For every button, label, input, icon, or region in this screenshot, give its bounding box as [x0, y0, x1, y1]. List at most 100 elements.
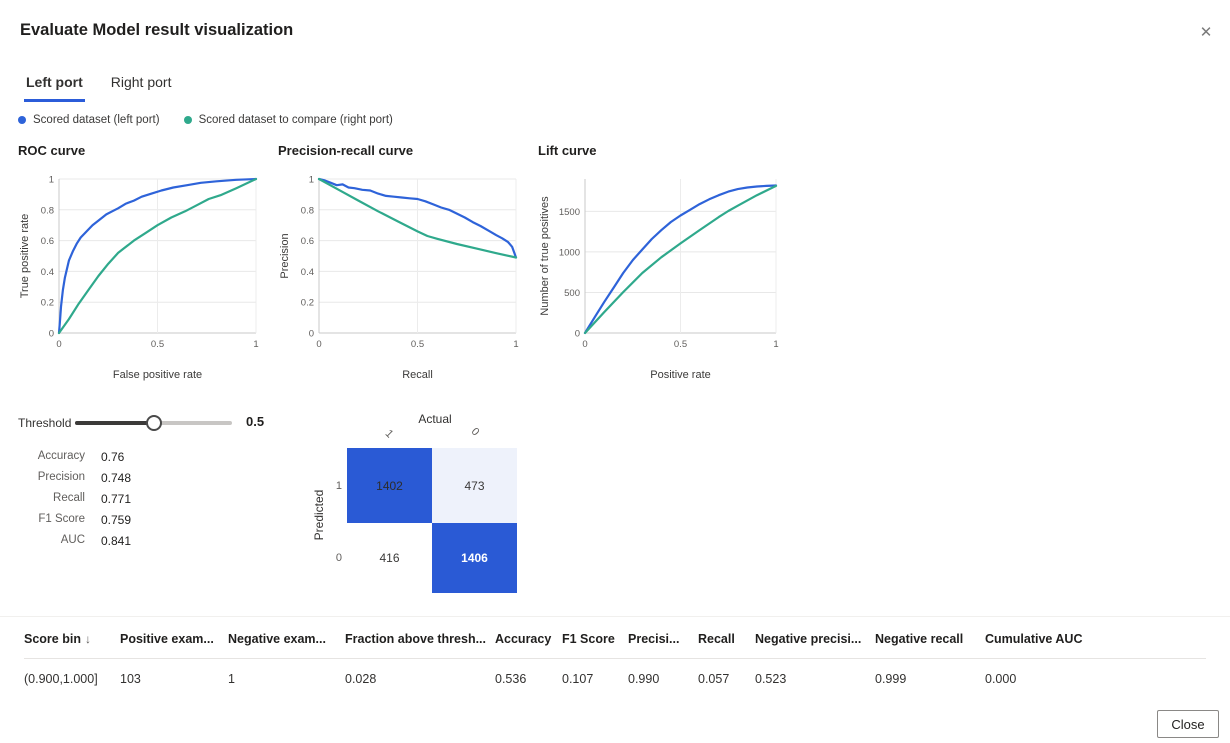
svg-text:0.4: 0.4 [301, 267, 314, 278]
metric-value: 0.748 [101, 471, 132, 485]
sort-descending-icon: ↓ [84, 631, 91, 646]
svg-text:True positive rate: True positive rate [19, 214, 31, 299]
confusion-matrix-col-label: 0 [468, 425, 482, 439]
metrics-list: Accuracy 0.76 Precision 0.748 Recall 0.7… [18, 450, 131, 555]
svg-text:0: 0 [309, 329, 314, 340]
threshold-slider-handle[interactable] [145, 415, 162, 431]
threshold-value: 0.5 [246, 414, 265, 429]
svg-text:0.5: 0.5 [151, 339, 164, 350]
score-bin-table: Score bin ↓ Positive exam... Negative exam.… [24, 620, 1206, 700]
svg-text:0.6: 0.6 [301, 236, 314, 247]
threshold-slider-fill [75, 421, 154, 425]
table-cell: 0.536 [495, 672, 527, 687]
confusion-matrix-row-label: 1 [335, 480, 342, 492]
table-top-divider [0, 616, 1230, 617]
table-cell: 1 [228, 672, 235, 687]
svg-text:0.8: 0.8 [301, 205, 314, 216]
lift-curve-chart: Lift curve 0 500 1000 1500 0 0.5 1 Positive rat… [538, 143, 790, 395]
tab-left-port[interactable]: Left port [24, 72, 85, 102]
table-col-header[interactable]: Score bin ↓ [24, 620, 120, 659]
roc-curve-plot[interactable]: 0 0.2 0.4 0.6 0.8 1 0 0.5 1 False positive rate Tr… [18, 165, 270, 383]
threshold-slider[interactable] [75, 415, 232, 431]
port-tabs: Left port Right port [24, 72, 173, 102]
table-col-header[interactable]: Recall [698, 620, 755, 659]
svg-text:1000: 1000 [559, 247, 580, 258]
svg-text:0.8: 0.8 [41, 205, 54, 216]
metric-recall: Recall 0.771 [18, 492, 131, 506]
tab-right-port[interactable]: Right port [110, 74, 172, 90]
metric-label: AUC [60, 534, 85, 546]
svg-text:0: 0 [582, 339, 587, 350]
svg-text:0.2: 0.2 [301, 298, 314, 309]
metric-label: F1 Score [38, 513, 85, 525]
svg-text:0: 0 [56, 339, 61, 350]
svg-text:0.5: 0.5 [674, 339, 687, 350]
legend-item-right-port[interactable]: Scored dataset to compare (right port) [183, 114, 393, 126]
svg-text:Number of true positives: Number of true positives [539, 196, 551, 316]
legend-item-left-port[interactable]: Scored dataset (left port) [18, 114, 160, 126]
confusion-matrix-col-label: 1 [382, 427, 396, 441]
metric-value: 0.771 [101, 492, 132, 506]
table-col-header[interactable]: Fraction above thresh... [345, 620, 495, 659]
metric-precision: Precision 0.748 [18, 471, 131, 485]
table-col-header[interactable]: Cumulative AUC [985, 620, 1206, 659]
legend-label: Scored dataset (left port) [33, 114, 160, 126]
table-cell: 0.028 [345, 672, 377, 687]
legend-dot-blue-icon [18, 116, 26, 124]
confusion-matrix-cell-fp: 473 [432, 448, 517, 523]
chart-title: Lift curve [538, 143, 597, 158]
table-col-header[interactable]: Precisi... [628, 620, 698, 659]
table-col-header[interactable]: Negative precisi... [755, 620, 875, 659]
close-icon[interactable]: ✕ [1192, 18, 1220, 46]
confusion-matrix-cell-tp: 1402 [347, 448, 432, 523]
table-col-header[interactable]: Negative recall [875, 620, 985, 659]
precision-recall-chart: Precision-recall curve 0 0.2 0.4 0.6 0.8 1 0 0.… [278, 143, 530, 395]
svg-text:0.5: 0.5 [411, 339, 424, 350]
table-body: (0.900,1.000] 103 1 0.028 0.536 0.107 0.990 0.0… [24, 658, 1206, 700]
table-cell: 0.523 [755, 672, 787, 687]
metric-value: 0.76 [101, 450, 125, 464]
table-cell: (0.900,1.000] [24, 672, 98, 687]
legend-label: Scored dataset to compare (right port) [198, 114, 393, 126]
svg-text:1: 1 [513, 339, 518, 350]
svg-text:0: 0 [316, 339, 321, 350]
roc-curve-chart: ROC curve 0 0.2 0.4 0.6 0.8 1 0 0.5 1 False posit… [18, 143, 270, 395]
metric-value: 0.841 [101, 534, 132, 548]
svg-text:1: 1 [773, 339, 778, 350]
metric-f1-score: F1 Score 0.759 [18, 513, 131, 527]
table-col-header[interactable]: Positive exam... [120, 620, 228, 659]
metric-label: Precision [37, 471, 85, 483]
table-cell: 0.999 [875, 672, 907, 687]
table-cell: 0.990 [628, 672, 660, 687]
table-cell: 0.000 [985, 672, 1017, 687]
svg-text:1: 1 [309, 175, 314, 186]
close-button[interactable]: Close [1157, 710, 1219, 738]
svg-text:0.2: 0.2 [41, 298, 54, 309]
legend-dot-green-icon [183, 116, 192, 124]
svg-text:False positive rate: False positive rate [113, 369, 202, 381]
table-cell: 0.057 [698, 672, 730, 687]
metric-label: Accuracy [37, 450, 85, 462]
svg-text:1500: 1500 [559, 207, 580, 218]
dialog-title: Evaluate Model result visualization [20, 21, 294, 39]
confusion-matrix-actual-label: Actual [418, 412, 452, 426]
svg-text:0.4: 0.4 [41, 267, 54, 278]
svg-text:0: 0 [575, 329, 580, 340]
svg-text:0.6: 0.6 [41, 236, 54, 247]
precision-recall-plot[interactable]: 0 0.2 0.4 0.6 0.8 1 0 0.5 1 Recall Precision [278, 165, 530, 383]
metric-accuracy: Accuracy 0.76 [18, 450, 131, 464]
svg-text:Precision: Precision [279, 233, 291, 278]
table-header-row: Score bin ↓ Positive exam... Negative exam.… [24, 620, 1206, 659]
svg-text:1: 1 [253, 339, 258, 350]
svg-text:500: 500 [564, 288, 580, 299]
svg-text:0: 0 [49, 329, 54, 340]
table-col-header[interactable]: Negative exam... [228, 620, 345, 659]
metric-label: Recall [53, 492, 85, 504]
table-row: (0.900,1.000] 103 1 0.028 0.536 0.107 0.990 0.0… [24, 658, 1206, 700]
metric-auc: AUC 0.841 [18, 534, 131, 548]
table-col-header[interactable]: Accuracy [495, 620, 562, 659]
threshold-label: Threshold [18, 416, 72, 430]
lift-curve-plot[interactable]: 0 500 1000 1500 0 0.5 1 Positive rate Number of … [538, 165, 790, 383]
table-col-header[interactable]: F1 Score [562, 620, 628, 659]
